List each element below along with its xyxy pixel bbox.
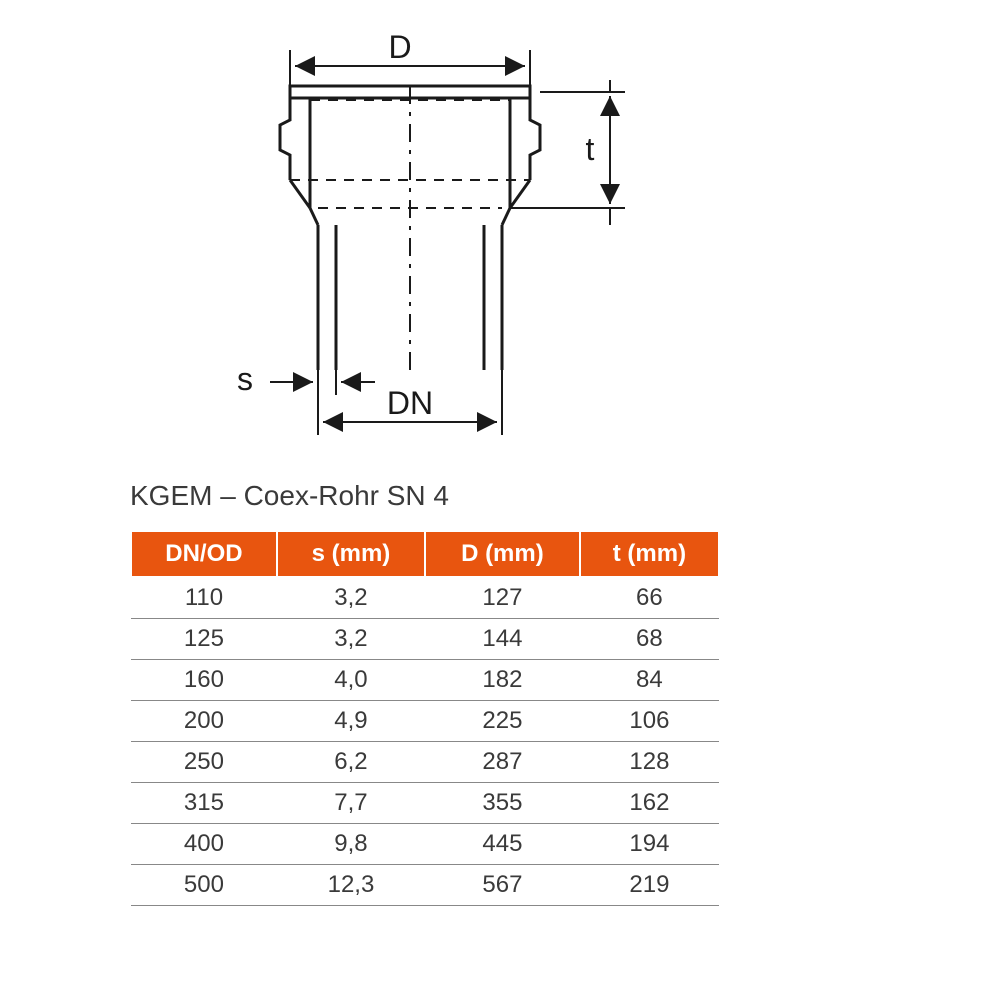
dim-label-DN: DN — [387, 385, 433, 421]
table-cell: 128 — [580, 742, 719, 783]
table-cell: 4,9 — [277, 701, 425, 742]
table-row: 3157,7355162 — [131, 783, 719, 824]
dim-label-t: t — [586, 131, 595, 167]
table-cell: 182 — [425, 660, 580, 701]
table-cell: 194 — [580, 824, 719, 865]
table-cell: 445 — [425, 824, 580, 865]
table-cell: 3,2 — [277, 619, 425, 660]
table-cell: 106 — [580, 701, 719, 742]
spec-table: DN/OD s (mm) D (mm) t (mm) 1103,21276612… — [130, 530, 720, 906]
table-row: 1253,214468 — [131, 619, 719, 660]
table-cell: 160 — [131, 660, 277, 701]
dim-label-s: s — [237, 361, 253, 397]
table-cell: 125 — [131, 619, 277, 660]
table-cell: 250 — [131, 742, 277, 783]
col-header: t (mm) — [580, 531, 719, 577]
col-header: DN/OD — [131, 531, 277, 577]
table-cell: 567 — [425, 865, 580, 906]
table-cell: 9,8 — [277, 824, 425, 865]
table-cell: 84 — [580, 660, 719, 701]
table-cell: 127 — [425, 577, 580, 619]
table-row: 50012,3567219 — [131, 865, 719, 906]
table-cell: 110 — [131, 577, 277, 619]
table-cell: 4,0 — [277, 660, 425, 701]
table-cell: 400 — [131, 824, 277, 865]
dim-label-D: D — [388, 30, 411, 65]
table-title: KGEM – Coex-Rohr SN 4 — [130, 480, 449, 512]
table-row: 1103,212766 — [131, 577, 719, 619]
table-cell: 162 — [580, 783, 719, 824]
table-header-row: DN/OD s (mm) D (mm) t (mm) — [131, 531, 719, 577]
table-cell: 500 — [131, 865, 277, 906]
table-cell: 315 — [131, 783, 277, 824]
pipe-diagram: D t — [180, 30, 760, 450]
table-cell: 12,3 — [277, 865, 425, 906]
table-cell: 355 — [425, 783, 580, 824]
table-row: 2004,9225106 — [131, 701, 719, 742]
table-cell: 68 — [580, 619, 719, 660]
table-cell: 225 — [425, 701, 580, 742]
table-cell: 66 — [580, 577, 719, 619]
table-row: 1604,018284 — [131, 660, 719, 701]
table-row: 2506,2287128 — [131, 742, 719, 783]
table-row: 4009,8445194 — [131, 824, 719, 865]
table-cell: 219 — [580, 865, 719, 906]
col-header: D (mm) — [425, 531, 580, 577]
table-cell: 144 — [425, 619, 580, 660]
table-cell: 6,2 — [277, 742, 425, 783]
table-cell: 3,2 — [277, 577, 425, 619]
table-cell: 287 — [425, 742, 580, 783]
table-cell: 200 — [131, 701, 277, 742]
table-cell: 7,7 — [277, 783, 425, 824]
col-header: s (mm) — [277, 531, 425, 577]
